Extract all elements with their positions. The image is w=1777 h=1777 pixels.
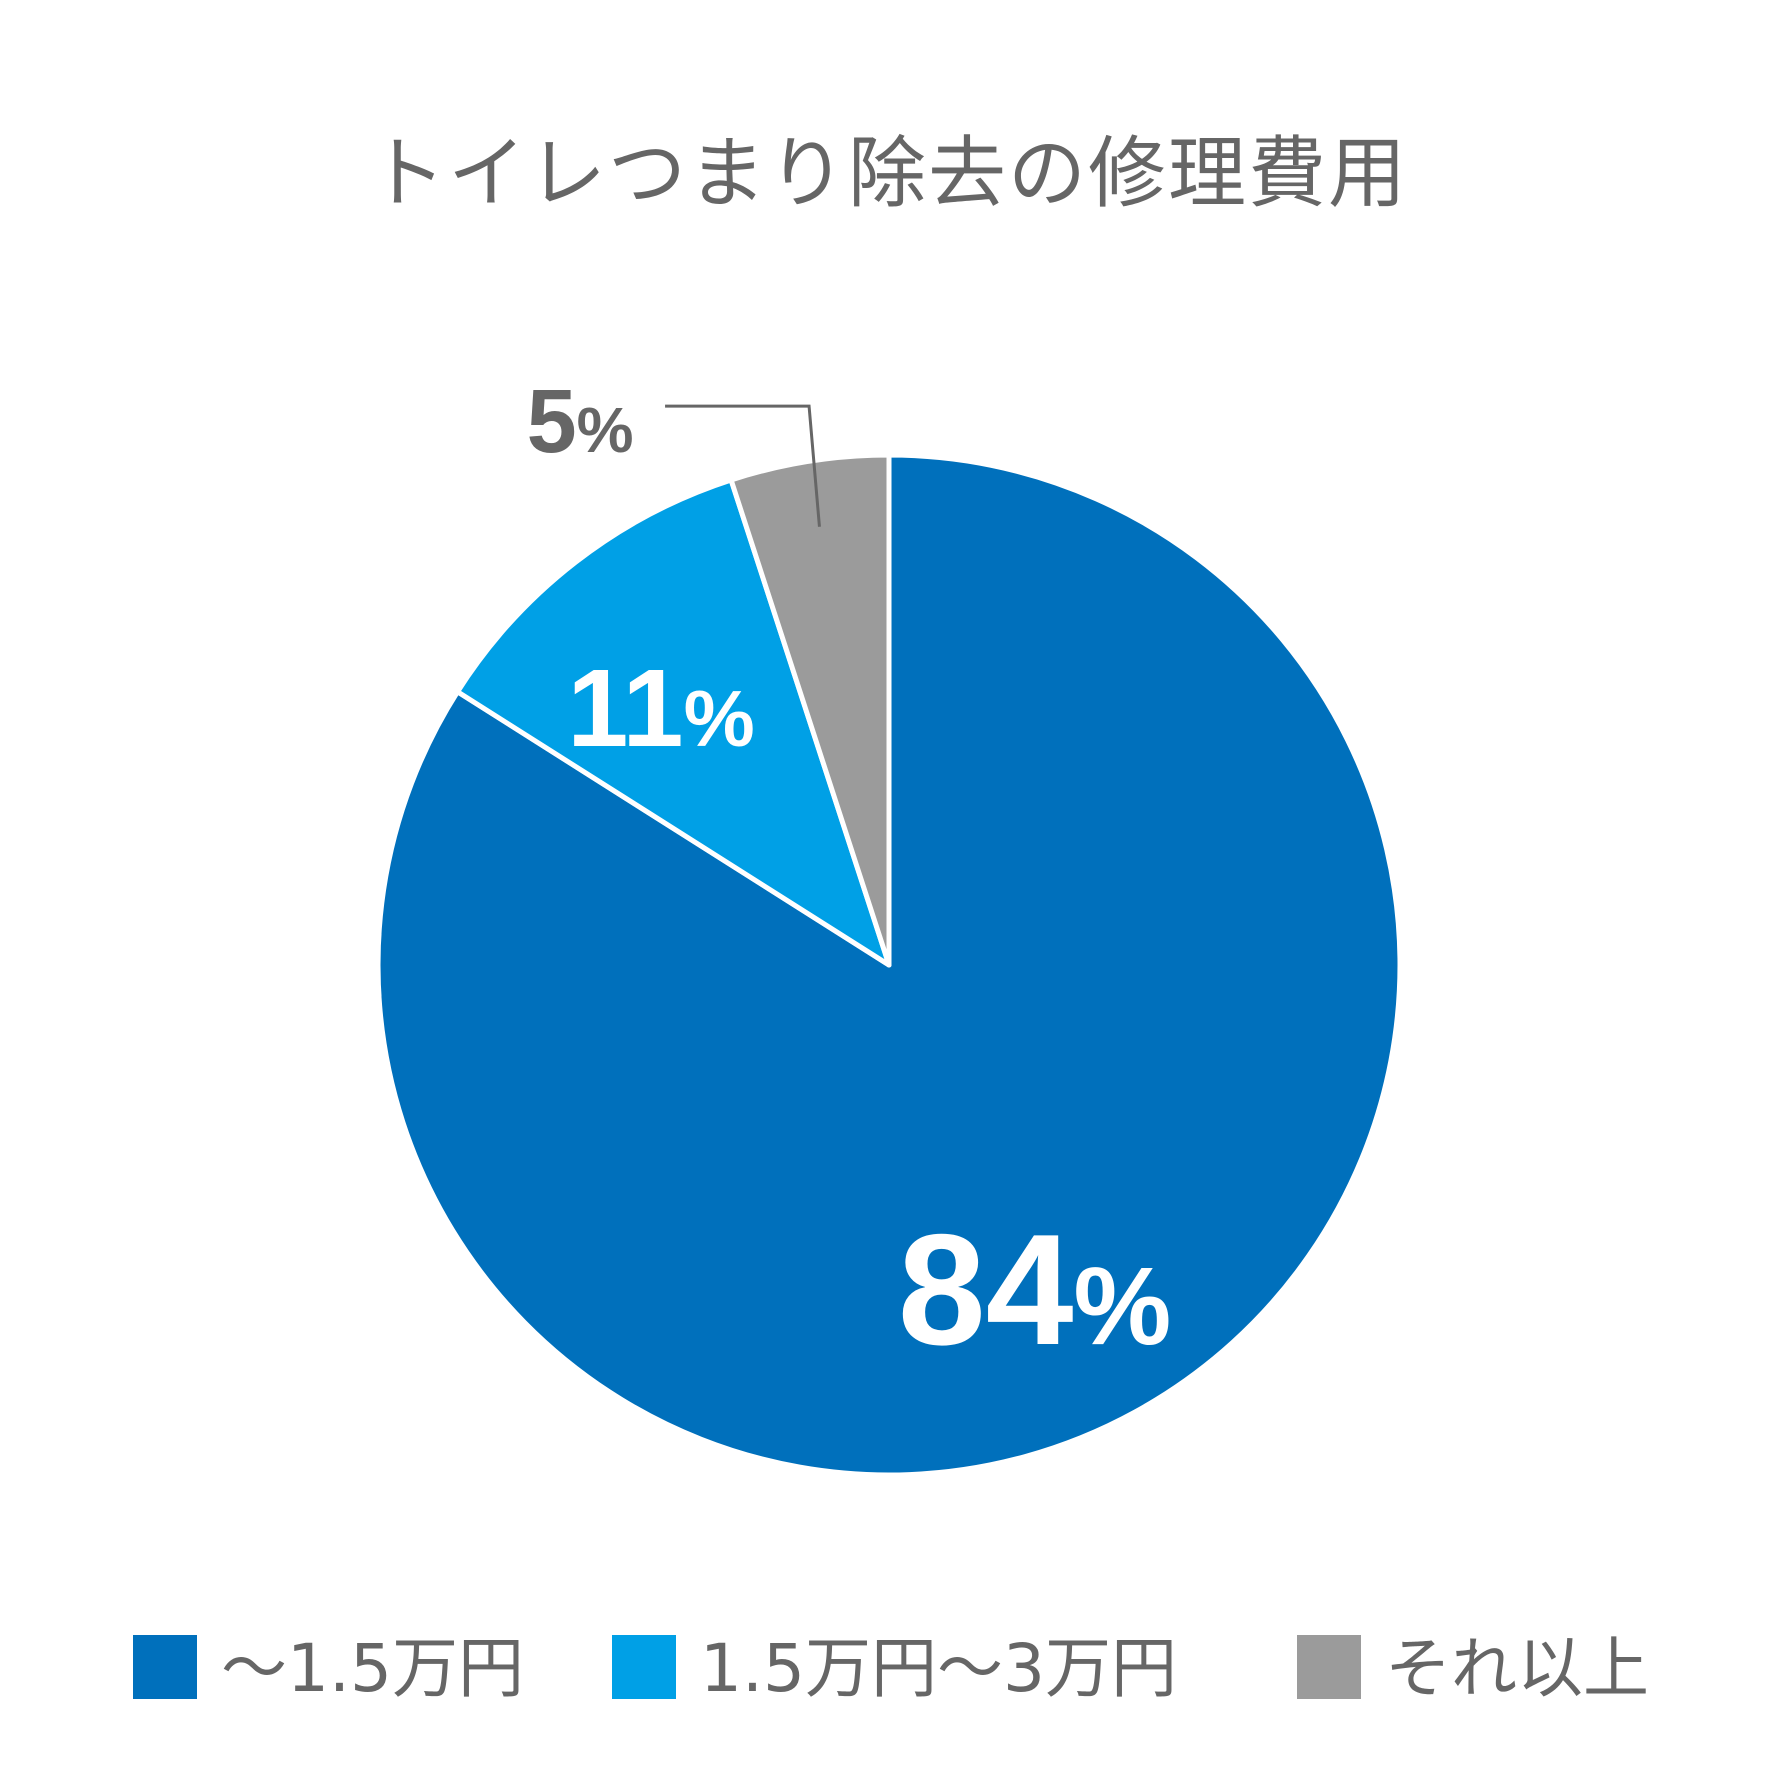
slice-label-1: 84% [898, 1202, 1172, 1378]
legend-item-3: それ以上 [1297, 1630, 1649, 1707]
pie-slices [375, 452, 1403, 1478]
slice-value: 11 [567, 647, 683, 770]
leader-line [665, 404, 821, 527]
chart-title: トイレつまり除去の修理費用 [368, 129, 1408, 219]
slice-value: 5 [527, 372, 577, 472]
slice-label-2: 11% [567, 647, 754, 770]
legend-swatch [133, 1635, 197, 1699]
slice-label-3: 5% [527, 372, 634, 472]
slice-value: 84 [898, 1202, 1074, 1378]
pie-slice-2 [455, 477, 892, 968]
legend-label: それ以上 [1385, 1630, 1649, 1707]
slice-unit: % [1074, 1245, 1172, 1368]
legend-item-2: 1.5万円〜3万円 [612, 1630, 1177, 1707]
slice-labels: 84%11%5% [527, 372, 1172, 1378]
slice-unit: % [577, 394, 634, 466]
pie-slice-3 [728, 452, 892, 968]
legend-label: 1.5万円〜3万円 [700, 1630, 1177, 1707]
slice-unit: % [684, 674, 755, 763]
legend-label: 〜1.5万円 [221, 1630, 524, 1707]
legend-swatch [1297, 1635, 1361, 1699]
legend-swatch [612, 1635, 676, 1699]
legend: 〜1.5万円 1.5万円〜3万円 それ以上 [133, 1630, 1649, 1707]
legend-item-1: 〜1.5万円 [133, 1630, 524, 1707]
